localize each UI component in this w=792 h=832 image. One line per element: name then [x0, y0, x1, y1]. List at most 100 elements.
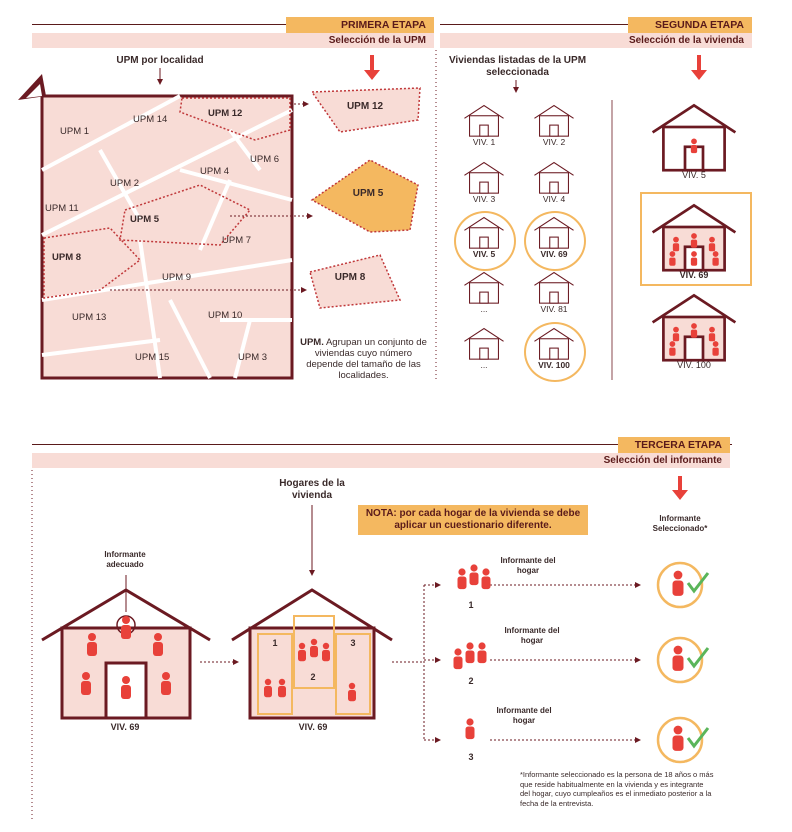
person-icon	[673, 645, 683, 655]
stage2-tag: SEGUNDA ETAPA	[628, 17, 752, 33]
person-body	[278, 686, 286, 698]
house-icon	[534, 271, 574, 304]
person-icon	[454, 648, 462, 656]
upm-label: UPM 15	[135, 352, 170, 363]
listed-house: VIV. 3	[460, 160, 508, 206]
map-streets	[41, 94, 293, 379]
selected-house: VIV. 100	[644, 290, 744, 375]
person-icon	[278, 678, 286, 686]
person-body	[465, 650, 475, 664]
listed-house: VIV. 2	[530, 103, 578, 149]
red-arrow-1	[364, 55, 380, 80]
person-icon	[470, 564, 478, 572]
check-icon	[686, 727, 710, 749]
upm-label: UPM 2	[110, 178, 140, 189]
extracted-label-8: UPM 8	[334, 272, 366, 283]
rule-stage2	[440, 24, 750, 25]
upm-note: UPM. Agrupan un conjunto de viviendas cu…	[300, 337, 427, 381]
person-icon	[298, 642, 306, 650]
person-icon	[458, 568, 466, 576]
person-icon	[310, 638, 318, 646]
person-body	[264, 686, 272, 698]
house-icon	[464, 161, 504, 194]
person-body	[153, 642, 163, 656]
house-icon	[651, 293, 737, 362]
listed-house: VIV. 5	[454, 211, 516, 271]
upm-label: UPM 8	[52, 252, 82, 263]
person-body	[672, 580, 684, 596]
stage3-tag: TERCERA ETAPA	[618, 437, 730, 453]
person-icon	[88, 633, 96, 641]
map-label: UPM por localidad	[116, 55, 204, 66]
selected-header: Informante Seleccionado*	[652, 514, 708, 533]
informante-hogar: Informante del hogar	[504, 626, 560, 645]
person-body	[481, 576, 491, 590]
rule-stage1	[32, 24, 432, 25]
house-label: VIV. 5	[682, 170, 706, 180]
house-label: VIV. 5	[472, 249, 496, 259]
listed-house: VIV. 4	[530, 160, 578, 206]
person-icon	[122, 616, 130, 624]
house-icon	[464, 104, 504, 137]
person-body	[322, 650, 330, 662]
upm-label: UPM 13	[72, 312, 107, 323]
person-body	[87, 642, 97, 656]
map-square	[40, 94, 294, 380]
hogares-label: Hogares de la vivienda	[279, 478, 345, 501]
person-body	[672, 655, 684, 671]
house-icon	[534, 216, 574, 249]
house-label: VIV. 100	[677, 360, 711, 370]
extracted-label-5: UPM 5	[352, 188, 384, 199]
house-label: VIV. 100	[538, 360, 570, 370]
hogar-num: 2	[468, 676, 474, 686]
house2-roof	[231, 588, 393, 642]
selected-house: VIV. 69	[640, 192, 752, 286]
hogar-num: 2	[310, 672, 316, 682]
house-label: VIV. 2	[542, 137, 566, 147]
listed-house: ...	[460, 270, 508, 316]
person-icon	[673, 570, 683, 580]
upm-label: UPM 3	[238, 352, 268, 363]
house-label: ...	[480, 304, 488, 314]
house-icon	[651, 103, 737, 172]
person-icon	[122, 676, 130, 684]
informante-adecuado: Informante adecuado	[104, 550, 146, 569]
house-label: VIV. 81	[540, 304, 568, 314]
house-label: VIV. 4	[542, 194, 566, 204]
stage1-tag: PRIMERA ETAPA	[286, 17, 434, 33]
house-icon	[534, 327, 574, 360]
upm-label: UPM 6	[250, 154, 280, 165]
footnote: *Informante seleccionado es la persona d…	[520, 770, 714, 808]
house-label: VIV. 3	[472, 194, 496, 204]
viv-label: VIV. 69	[110, 722, 140, 732]
hogar-box	[335, 633, 371, 715]
hogar-num: 3	[468, 752, 474, 762]
person-body	[121, 685, 131, 699]
person-icon	[482, 568, 490, 576]
extracted-upm5	[310, 159, 419, 233]
house-icon	[464, 327, 504, 360]
stage3-subtitle: Selección del informante	[32, 453, 730, 468]
red-arrow-3	[672, 476, 688, 500]
person-body	[672, 735, 684, 751]
extracted-label-12: UPM 12	[346, 101, 384, 112]
listed-house: VIV. 81	[530, 270, 578, 316]
upm-label: UPM 12	[208, 108, 243, 119]
person-icon	[154, 633, 162, 641]
extracted-upm12	[310, 87, 421, 133]
person-icon	[162, 672, 170, 680]
person-body	[457, 576, 467, 590]
house-icon	[651, 203, 737, 272]
person-body	[161, 681, 171, 695]
upm-label: UPM 11	[45, 203, 79, 214]
viv-label: VIV. 69	[298, 722, 328, 732]
person-icon	[348, 682, 356, 690]
listed-house: VIV. 69	[524, 211, 586, 271]
house-icon	[464, 271, 504, 304]
selection-ring	[524, 322, 586, 382]
person-icon	[478, 642, 486, 650]
house-icon	[534, 161, 574, 194]
house-icon	[534, 104, 574, 137]
hogar-box	[293, 615, 335, 689]
listed-house: ...	[460, 326, 508, 372]
